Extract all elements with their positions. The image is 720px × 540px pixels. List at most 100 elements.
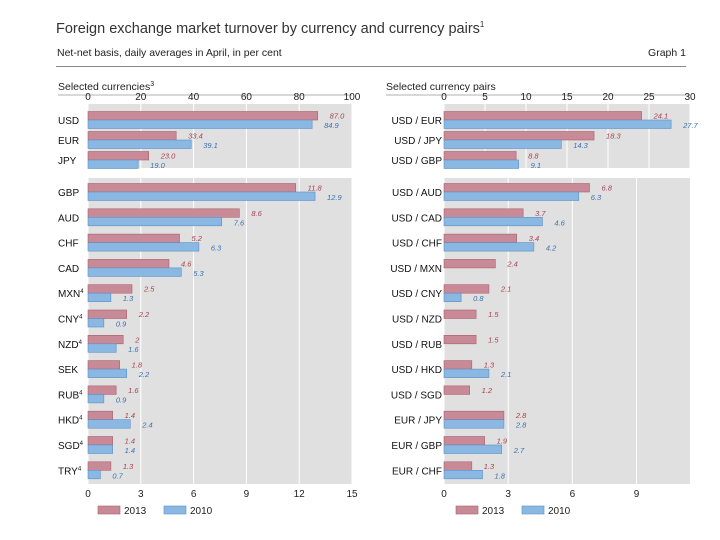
- tick-label: 20: [602, 92, 614, 103]
- category-label: CHF: [58, 239, 79, 250]
- bar-2010: [87, 343, 117, 353]
- bar-2013: [87, 461, 112, 471]
- category-note: 4: [79, 390, 83, 396]
- bar-2013: [443, 183, 590, 193]
- value-label-2013: 2.4: [506, 259, 517, 268]
- tick-label: 0: [441, 489, 447, 500]
- tick-label: 100: [344, 92, 361, 103]
- category-label: HKD4: [58, 416, 83, 427]
- value-label-2010: 0.7: [112, 471, 123, 480]
- bar-2010: [443, 119, 672, 129]
- value-label-2010: 4.6: [554, 218, 565, 227]
- bar-2010: [443, 419, 505, 429]
- bar-2013: [87, 208, 240, 218]
- value-label-2010: 7.6: [234, 218, 245, 227]
- category-note: 4: [78, 466, 82, 472]
- value-label-2010: 27.7: [682, 121, 698, 130]
- bar-2013: [87, 360, 120, 370]
- bar-2013: [443, 233, 518, 243]
- category-label: SEK: [58, 365, 78, 376]
- value-label-2013: 1.6: [128, 386, 139, 395]
- legend-label-2013: 2013: [482, 506, 505, 517]
- bar-2010: [87, 242, 200, 252]
- value-label-2010: 0.9: [116, 320, 127, 329]
- value-label-2013: 18.3: [606, 132, 621, 141]
- tick-label: 0: [441, 92, 447, 103]
- category-label: MXN4: [58, 289, 84, 300]
- value-label-2013: 2: [134, 335, 140, 344]
- value-label-2013: 33.4: [188, 132, 203, 141]
- legend-swatch-2010: [163, 505, 187, 515]
- value-label-2013: 5.2: [192, 234, 203, 243]
- value-label-2010: 2.8: [515, 421, 527, 430]
- bar-2013: [87, 183, 296, 193]
- category-label: USD / SGD: [391, 390, 442, 401]
- bar-2010: [87, 217, 223, 227]
- bar-2010: [87, 267, 182, 277]
- panel-title: Selected currency pairs: [386, 81, 496, 93]
- bar-2010: [87, 119, 313, 129]
- bar-2010: [87, 394, 105, 404]
- tick-label: 0: [85, 92, 91, 103]
- tick-label: 12: [294, 489, 306, 500]
- bar-2013: [87, 284, 133, 294]
- category-label: CNY4: [58, 315, 83, 326]
- value-label-2013: 6.8: [601, 184, 612, 193]
- bar-2010: [443, 191, 580, 201]
- bar-2010: [87, 292, 112, 303]
- category-note: 4: [80, 289, 84, 295]
- tick-label: 20: [135, 92, 147, 103]
- value-label-2010: 0.8: [473, 294, 484, 303]
- tick-label: 6: [570, 489, 576, 500]
- category-label: EUR / GBP: [391, 441, 442, 452]
- category-label: USD / HKD: [391, 365, 442, 376]
- value-label-2013: 23.0: [160, 152, 176, 161]
- bar-2013: [87, 334, 124, 345]
- category-label: USD / CHF: [392, 239, 442, 250]
- bar-2010: [87, 368, 128, 378]
- bar-2010: [443, 217, 543, 227]
- value-label-2013: 1.3: [484, 462, 495, 471]
- bar-2013: [443, 259, 496, 269]
- category-label: AUD: [58, 213, 79, 224]
- category-label: EUR / CHF: [392, 466, 442, 477]
- chart-title: Foreign exchange market turnover by curr…: [56, 20, 484, 37]
- bar-2013: [443, 131, 595, 141]
- plot-background: [88, 178, 352, 484]
- bar-2010: [443, 469, 483, 480]
- value-label-2010: 2.2: [138, 370, 150, 379]
- value-label-2013: 1.5: [488, 335, 499, 344]
- value-label-2013: 1.3: [123, 462, 134, 471]
- category-note: 4: [80, 441, 84, 447]
- legend-swatch-2010: [521, 505, 545, 515]
- tick-label: 30: [684, 92, 696, 103]
- tick-label: 25: [643, 92, 655, 103]
- bar-2010: [87, 318, 105, 328]
- bar-2013: [443, 436, 485, 446]
- bar-2010: [87, 469, 101, 480]
- legend-label-2010: 2010: [548, 506, 571, 517]
- bar-2013: [87, 151, 150, 161]
- bar-2010: [443, 292, 462, 303]
- category-label: RUB4: [58, 390, 83, 401]
- panel-title-note: 3: [150, 81, 154, 88]
- tick-label: 15: [561, 92, 573, 103]
- value-label-2013: 1.3: [484, 361, 495, 370]
- value-label-2013: 1.2: [482, 386, 493, 395]
- category-label: USD / RUB: [391, 340, 442, 351]
- category-label: USD / CAD: [391, 213, 442, 224]
- bar-2010: [443, 159, 519, 169]
- value-label-2013: 87.0: [330, 112, 345, 121]
- category-label: CAD: [58, 264, 79, 275]
- tick-label: 3: [138, 489, 144, 500]
- panel-title: Selected currencies3: [58, 81, 154, 93]
- tick-label: 80: [294, 92, 306, 103]
- value-label-2013: 11.8: [308, 184, 323, 193]
- value-label-2010: 1.3: [123, 294, 134, 303]
- category-note: 4: [79, 340, 83, 346]
- value-label-2013: 1.9: [497, 437, 508, 446]
- bar-2010: [443, 139, 562, 149]
- category-label: NZD4: [58, 340, 83, 351]
- bar-2013: [87, 131, 177, 141]
